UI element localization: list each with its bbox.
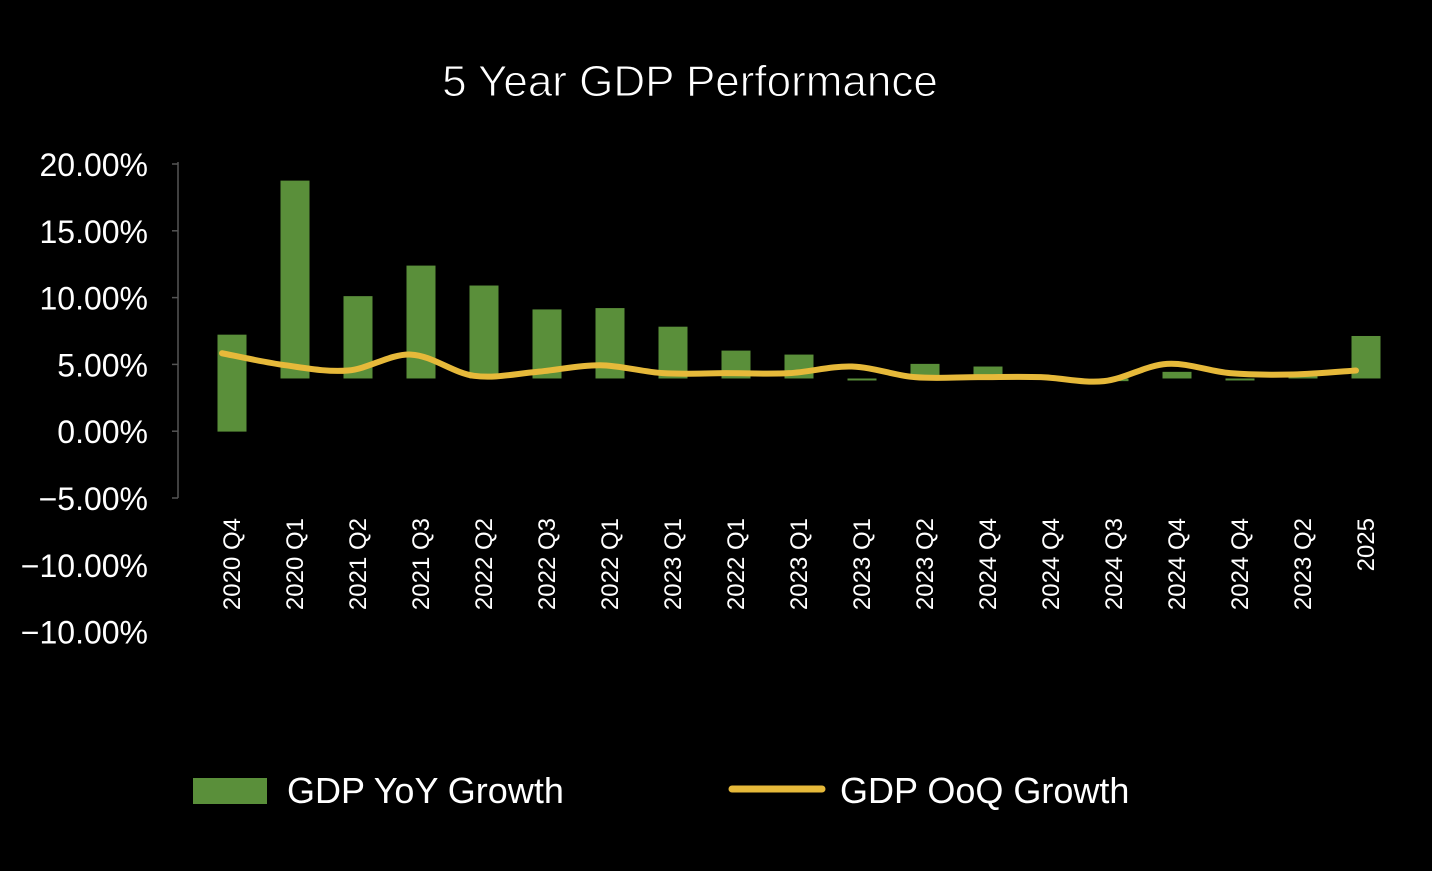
y-tick-label: 5.00% — [57, 347, 148, 383]
x-tick-label: 2023 Q1 — [660, 518, 687, 610]
x-tick-label: 2023 Q2 — [912, 518, 939, 610]
legend-swatch-yoy — [193, 778, 267, 804]
x-tick-label: 2024 Q4 — [1038, 518, 1065, 610]
x-tick-label: 2022 Q1 — [723, 518, 750, 610]
y-tick-label: 10.00% — [39, 281, 148, 317]
y-tick-label: 15.00% — [39, 214, 148, 250]
bar-yoy — [469, 285, 499, 379]
y-tick-label: 0.00% — [57, 414, 148, 450]
x-tick-label: 2021 Q2 — [345, 518, 372, 610]
bar-yoy — [1288, 375, 1318, 379]
legend-label-qoq: GDP OoQ Growth — [840, 770, 1129, 811]
bar-yoy — [1162, 371, 1192, 379]
x-tick-label: 2022 Q2 — [471, 518, 498, 610]
bar-series — [217, 180, 1381, 432]
bar-yoy — [217, 334, 247, 432]
y-tick-label: 20.00% — [39, 147, 148, 183]
legend-label-yoy: GDP YoY Growth — [287, 770, 564, 811]
y-tick-label: −10.00% — [21, 548, 148, 584]
x-tick-label: 2025 — [1353, 518, 1380, 571]
y-tick-label: −10.00% — [21, 615, 148, 651]
x-axis-tick-labels: 2020 Q4 2020 Q1 2021 Q2 2021 Q3 2022 Q2 2022 … — [219, 518, 1380, 610]
x-tick-label: 2024 Q4 — [1164, 518, 1191, 610]
x-tick-label: 2020 Q4 — [219, 518, 246, 610]
x-tick-label: 2022 Q1 — [597, 518, 624, 610]
x-tick-label: 2023 Q2 — [1290, 518, 1317, 610]
x-tick-label: 2020 Q1 — [282, 518, 309, 610]
legend: GDP YoY Growth GDP OoQ Growth — [193, 770, 1129, 811]
x-tick-label: 2024 Q4 — [975, 518, 1002, 610]
bar-yoy — [1225, 378, 1255, 381]
x-tick-label: 2022 Q3 — [534, 518, 561, 610]
y-axis — [172, 162, 179, 499]
bar-yoy — [973, 366, 1003, 379]
x-tick-label: 2021 Q3 — [408, 518, 435, 610]
x-tick-label: 2023 Q1 — [849, 518, 876, 610]
line-series — [219, 350, 1359, 385]
bar-yoy — [658, 326, 688, 379]
x-tick-label: 2024 Q4 — [1227, 518, 1254, 610]
bar-yoy — [280, 180, 310, 379]
y-axis-tick-labels: 20.00% 15.00% 10.00% 5.00% 0.00% −5.00% −10.00… — [21, 147, 148, 651]
x-tick-label: 2023 Q1 — [786, 518, 813, 610]
x-tick-label: 2024 Q3 — [1101, 518, 1128, 610]
chart-title: 5 Year GDP Performance — [442, 57, 938, 106]
y-tick-label: −5.00% — [39, 481, 148, 517]
line-qoq — [219, 350, 1359, 385]
bar-yoy — [847, 378, 877, 381]
